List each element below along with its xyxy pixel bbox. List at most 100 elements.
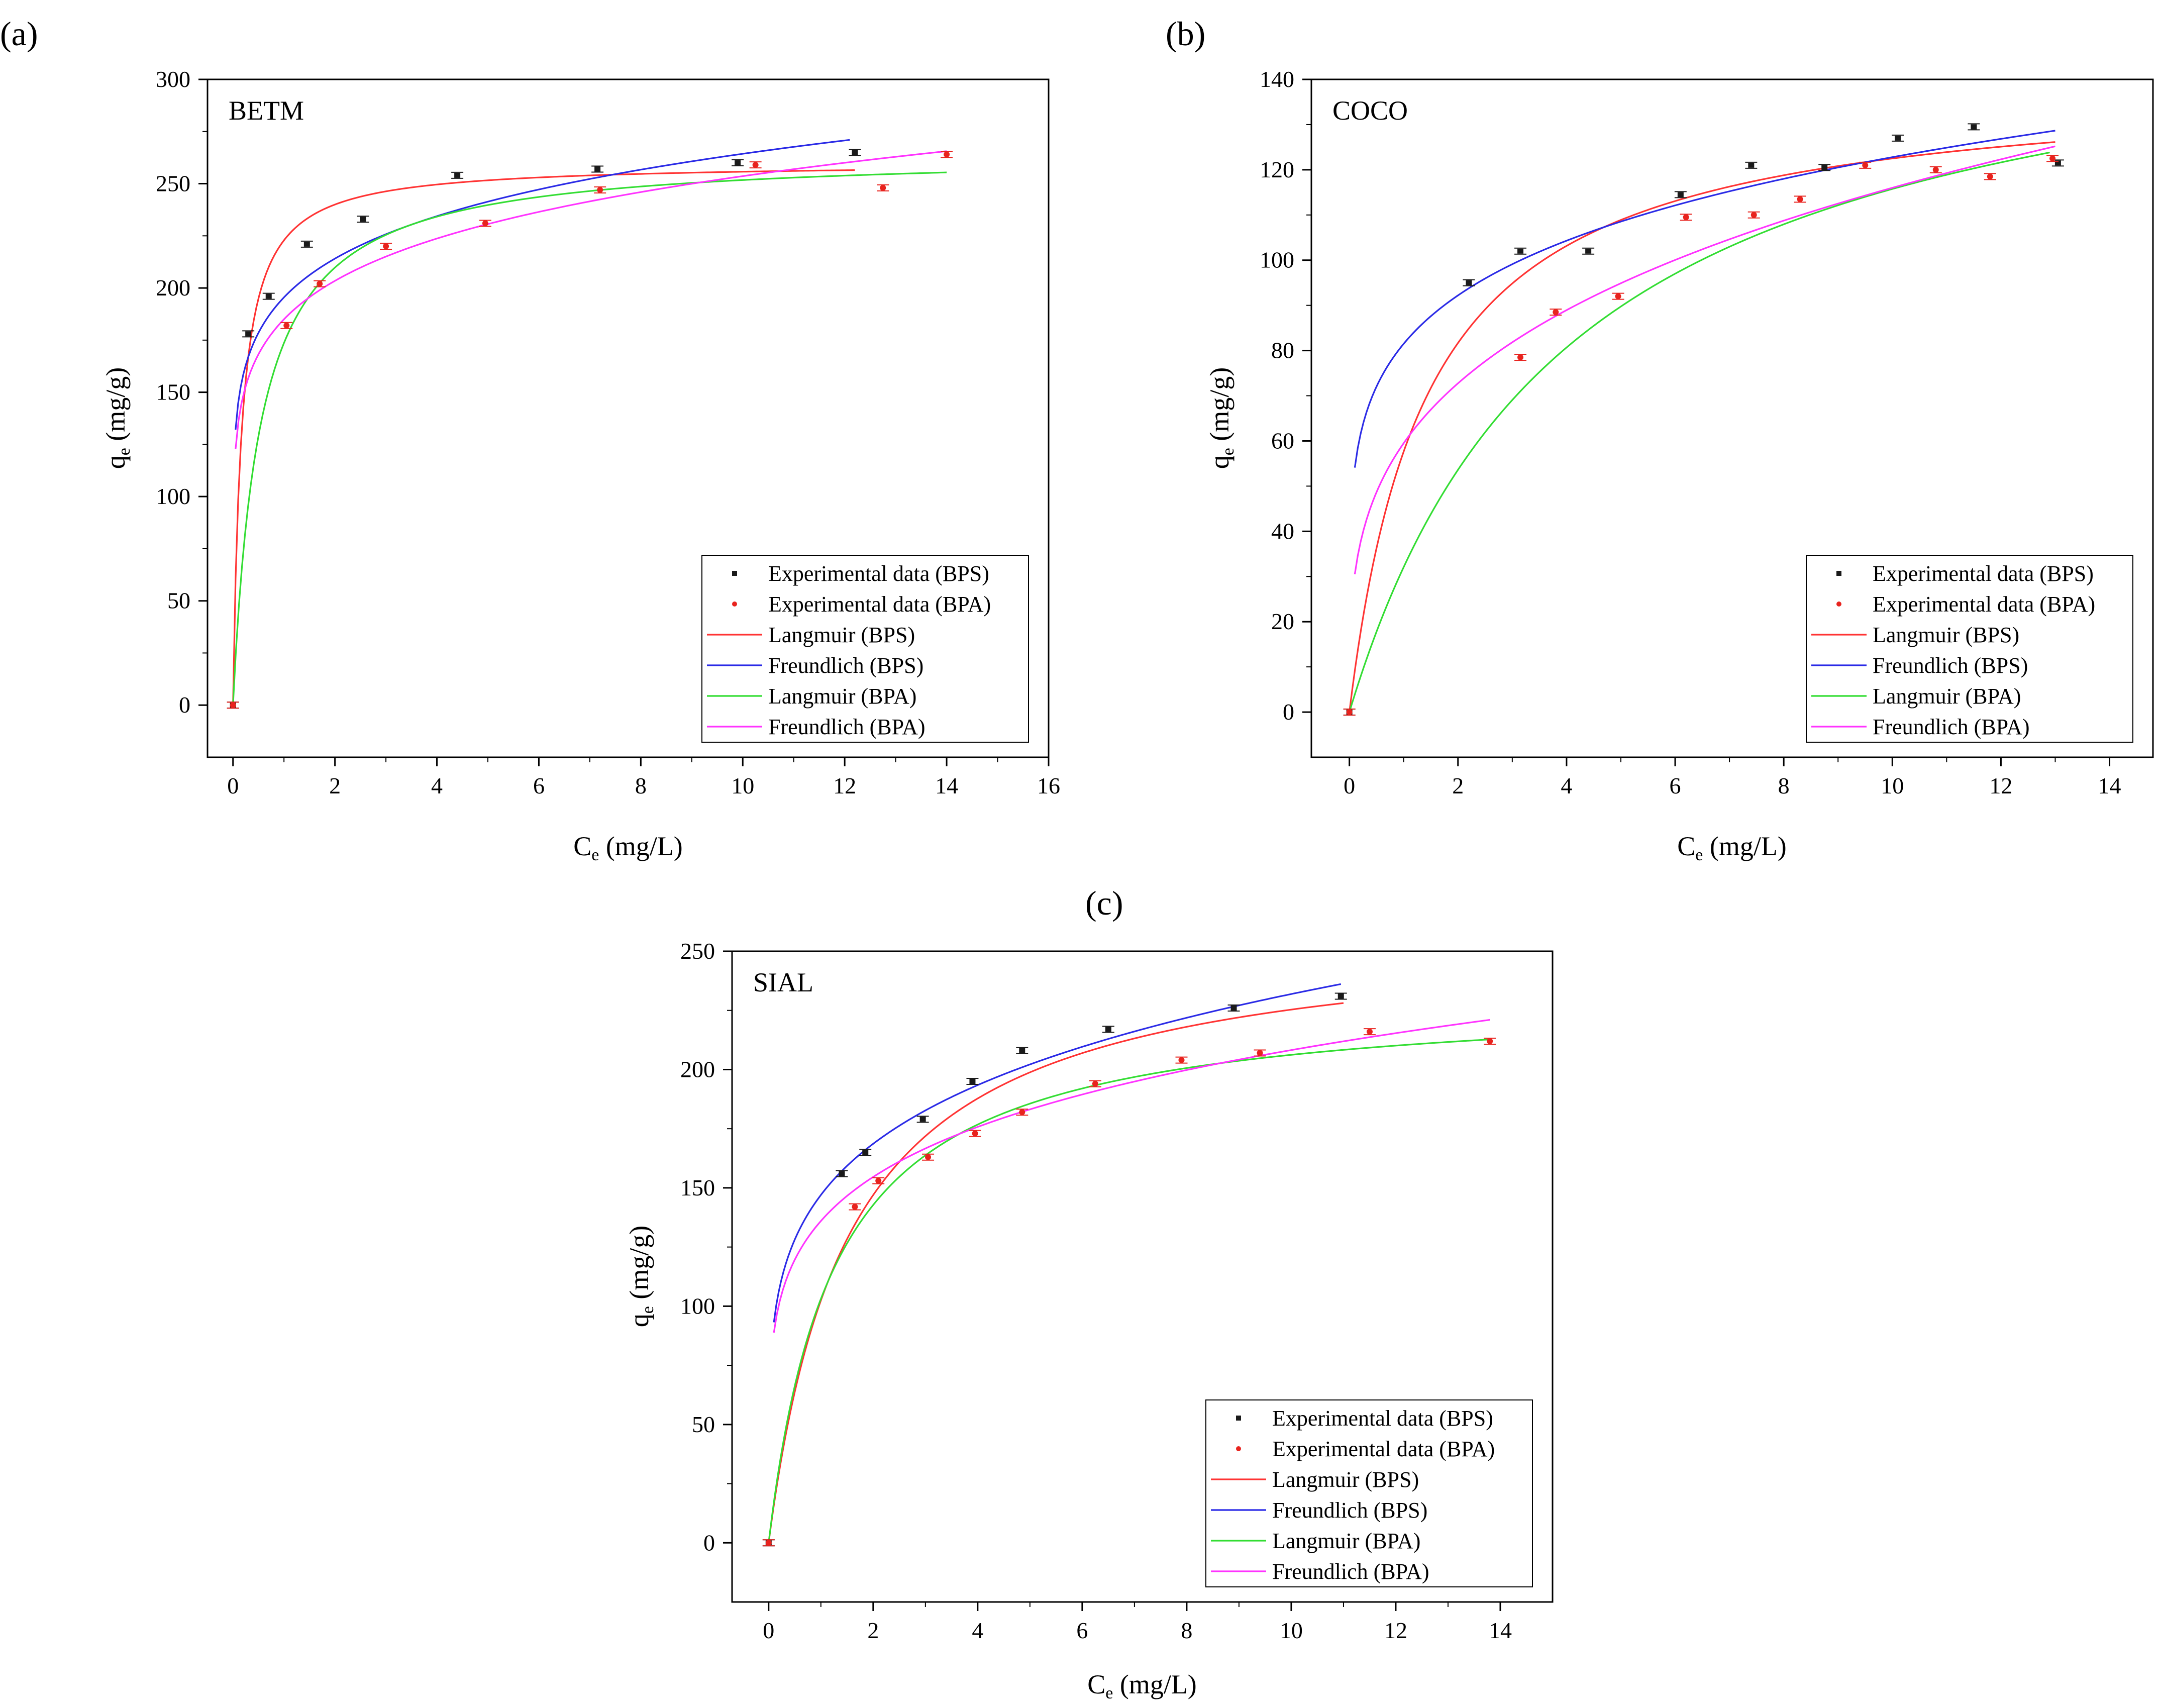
data-point bbox=[1680, 214, 1692, 221]
y-axis-label-main: q bbox=[1204, 455, 1234, 469]
point-marker bbox=[1751, 212, 1757, 218]
data-point bbox=[1254, 1049, 1266, 1057]
plot-frame bbox=[731, 950, 1554, 1603]
x-axis-label: Ce (mg/L) bbox=[1087, 1669, 1197, 1702]
y-tick-label: 20 bbox=[1271, 609, 1294, 634]
x-tick-label: 4 bbox=[972, 1618, 983, 1643]
point-marker bbox=[360, 217, 366, 222]
x-tick-label: 0 bbox=[1344, 773, 1355, 798]
plot-frame bbox=[1310, 78, 2154, 758]
legend-box bbox=[1806, 555, 2133, 743]
data-point bbox=[1818, 164, 1831, 171]
x-tick-label: 6 bbox=[1076, 1618, 1088, 1643]
legend: Experimental data (BPS) Experimental data… bbox=[701, 555, 1029, 743]
x-tick-label: 14 bbox=[935, 773, 958, 798]
point-marker bbox=[972, 1130, 978, 1137]
x-tick-label: 12 bbox=[1989, 773, 2012, 798]
legend-marker bbox=[1236, 1416, 1241, 1421]
point-marker bbox=[230, 702, 236, 709]
point-marker bbox=[245, 331, 252, 337]
x-axis-label: Ce (mg/L) bbox=[573, 831, 683, 864]
data-point bbox=[836, 1170, 848, 1177]
data-point bbox=[1089, 1080, 1101, 1087]
point-marker bbox=[1019, 1109, 1025, 1116]
x-tick-label: 12 bbox=[1384, 1618, 1407, 1643]
legend-marker bbox=[1836, 601, 1841, 607]
y-tick-label: 0 bbox=[703, 1530, 715, 1555]
series-line-freundlich-bpa bbox=[235, 150, 947, 449]
legend-label: Experimental data (BPS) bbox=[1272, 1406, 1493, 1431]
data-point bbox=[380, 243, 392, 250]
y-axis-label-unit: (mg/g) bbox=[100, 367, 131, 448]
legend-box bbox=[701, 555, 1029, 743]
data-point bbox=[280, 322, 293, 329]
legend-item: Experimental data (BPS) bbox=[732, 561, 989, 586]
y-tick-label: 60 bbox=[1271, 428, 1294, 453]
legend-label: Freundlich (BPS) bbox=[768, 653, 923, 678]
data-point bbox=[1929, 166, 1942, 173]
x-tick-label: 0 bbox=[763, 1618, 774, 1643]
data-point bbox=[1463, 279, 1475, 286]
point-marker bbox=[1178, 1057, 1185, 1063]
data-point bbox=[872, 1177, 885, 1184]
y-tick-label: 0 bbox=[179, 692, 190, 718]
point-marker bbox=[1466, 280, 1472, 285]
legend-item: Freundlich (BPS) bbox=[707, 653, 923, 678]
data-point bbox=[1747, 211, 1760, 219]
x-tick-label: 0 bbox=[227, 773, 239, 798]
plot-frame bbox=[207, 78, 1050, 758]
data-point bbox=[1514, 247, 1527, 255]
series-line-langmuir-bpa bbox=[768, 1038, 1490, 1543]
chart-title: BETM bbox=[229, 95, 304, 126]
data-point bbox=[1484, 1037, 1496, 1045]
point-marker bbox=[875, 1177, 882, 1184]
point-marker bbox=[1019, 1048, 1025, 1053]
point-marker bbox=[852, 150, 858, 155]
y-tick-label: 80 bbox=[1271, 338, 1294, 363]
point-marker bbox=[1517, 354, 1524, 361]
x-axis-label-unit: (mg/L) bbox=[1113, 1669, 1196, 1699]
y-axis-label: qe (mg/g) bbox=[100, 367, 134, 469]
point-marker bbox=[265, 293, 272, 299]
legend-item: Freundlich (BPA) bbox=[1811, 715, 2030, 739]
data-point bbox=[1794, 195, 1806, 203]
data-point bbox=[1968, 123, 1980, 131]
data-point bbox=[227, 701, 239, 709]
x-tick-label: 10 bbox=[1280, 1618, 1303, 1643]
y-axis-label-sub: e bbox=[115, 448, 134, 455]
panel-label: (c) bbox=[1085, 884, 1123, 922]
point-marker bbox=[880, 184, 886, 191]
x-axis-label-main: C bbox=[1087, 1669, 1105, 1699]
y-tick-label: 200 bbox=[156, 275, 190, 300]
point-marker bbox=[1487, 1038, 1493, 1044]
legend-item: Experimental data (BPS) bbox=[1836, 561, 2094, 586]
x-tick-label: 14 bbox=[2098, 773, 2121, 798]
legend-label: Freundlich (BPS) bbox=[1873, 653, 2028, 678]
point-marker bbox=[1105, 1027, 1111, 1032]
data-point bbox=[262, 292, 275, 300]
y-tick-label: 140 bbox=[1260, 66, 1294, 92]
x-tick-label: 2 bbox=[867, 1618, 879, 1643]
point-marker bbox=[2054, 160, 2061, 166]
point-marker bbox=[1862, 162, 1869, 168]
legend-item: Langmuir (BPA) bbox=[707, 684, 916, 709]
y-tick-label: 100 bbox=[156, 483, 190, 509]
x-tick-label: 2 bbox=[1452, 773, 1464, 798]
legend-marker bbox=[732, 571, 737, 576]
data-point bbox=[1984, 173, 1996, 180]
legend-item: Langmuir (BPA) bbox=[1211, 1529, 1420, 1553]
series-line-freundlich-bpa bbox=[773, 1019, 1490, 1333]
point-marker bbox=[317, 280, 323, 287]
point-marker bbox=[2049, 155, 2056, 162]
legend-label: Experimental data (BPA) bbox=[1873, 592, 2095, 617]
x-tick-label: 4 bbox=[431, 773, 443, 798]
legend-marker bbox=[732, 601, 737, 607]
y-axis-label: qe (mg/g) bbox=[624, 1226, 657, 1328]
point-marker bbox=[765, 1540, 772, 1546]
y-tick-label: 50 bbox=[167, 588, 190, 614]
y-tick-label: 150 bbox=[156, 379, 190, 405]
point-marker bbox=[969, 1079, 976, 1084]
point-marker bbox=[1337, 993, 1344, 999]
legend-item: Langmuir (BPA) bbox=[1811, 684, 2021, 709]
